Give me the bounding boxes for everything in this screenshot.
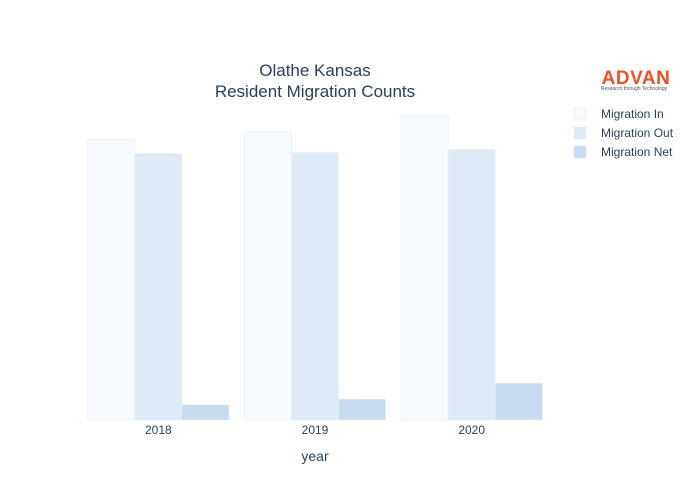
x-axis-ticks: 2018 2019 2020 (145, 423, 485, 437)
legend-item[interactable]: Migration Net (573, 145, 673, 159)
bar-migration-net-2018 (181, 404, 230, 421)
legend-swatch (573, 107, 587, 121)
chart-title-line1: Olathe Kansas (259, 61, 371, 80)
x-tick-label: 2020 (458, 423, 485, 437)
chart-title-line2: Resident Migration Counts (215, 82, 415, 101)
x-tick-label: 2018 (145, 423, 172, 437)
plot-area (87, 114, 543, 421)
legend-label: Migration Net (601, 145, 673, 159)
legend: Migration In Migration Out Migration Net (573, 107, 674, 159)
x-axis-title: year (301, 448, 329, 464)
bar-migration-net-2019 (338, 398, 386, 421)
advan-logo: ADVAN Research through Technology (601, 68, 671, 92)
x-tick-label: 2019 (302, 423, 329, 437)
legend-label: Migration Out (601, 126, 674, 140)
bar-migration-out-2018 (134, 153, 183, 421)
logo-tagline: Research through Technology (601, 86, 668, 92)
legend-swatch (573, 145, 587, 159)
logo-wordmark: ADVAN (602, 68, 671, 89)
bar-migration-out-2019 (291, 152, 339, 421)
legend-item[interactable]: Migration Out (573, 126, 674, 140)
bar-migration-in-2019 (244, 131, 292, 421)
bar-migration-out-2020 (447, 149, 496, 421)
bar-migration-in-2018 (87, 139, 136, 421)
chart-title: Olathe Kansas Resident Migration Counts (215, 61, 415, 101)
bar-migration-net-2020 (494, 383, 543, 421)
legend-swatch (573, 126, 587, 140)
legend-item[interactable]: Migration In (573, 107, 664, 121)
legend-label: Migration In (601, 107, 664, 121)
bar-migration-in-2020 (400, 114, 449, 421)
